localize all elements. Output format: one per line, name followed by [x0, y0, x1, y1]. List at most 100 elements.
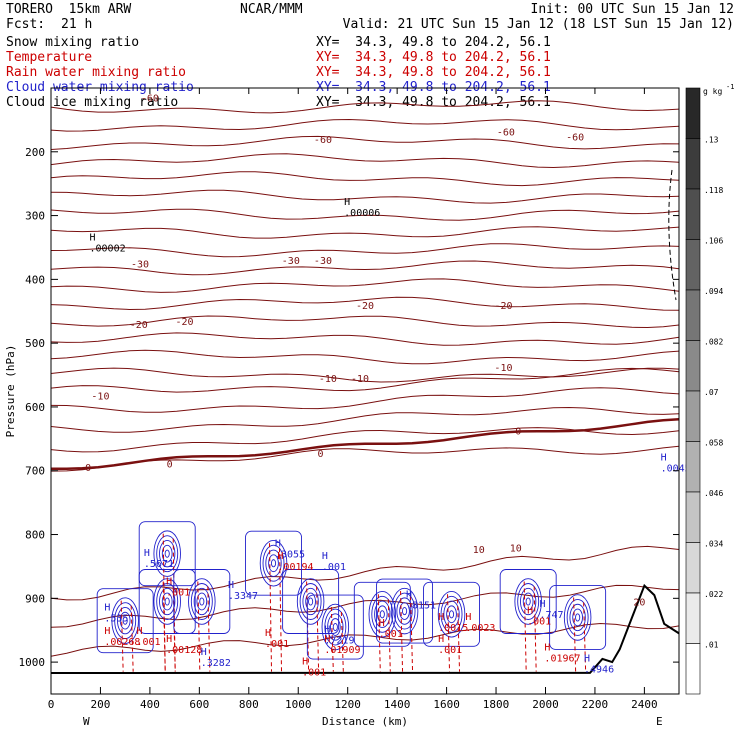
cloud-water-contour	[299, 583, 322, 620]
extremum-marker: H	[166, 577, 172, 588]
cloud-water-contour	[353, 581, 411, 647]
cloud-water-contour	[156, 583, 179, 620]
extremum-value: .7219	[324, 636, 354, 647]
cloud-water-contour	[196, 592, 208, 611]
extremum-marker: H	[136, 626, 142, 637]
rain-water-contour	[387, 599, 391, 672]
y-tick-label: 600	[25, 401, 45, 414]
x-tick-label: 1400	[384, 698, 411, 711]
cloud-water-contour	[159, 540, 176, 568]
colorbar-tick-label: .13	[704, 136, 719, 145]
temperature-contour-label: 20	[633, 598, 645, 609]
field-name-4: Cloud ice mixing ratio	[6, 95, 179, 110]
temperature-contour-line	[50, 367, 680, 393]
temperature-contour-label: 10	[473, 545, 485, 556]
extremum-marker: H	[166, 634, 172, 645]
rain-water-contour	[330, 607, 334, 672]
model-title: TORERO 15km ARW	[6, 2, 132, 17]
colorbar-swatch	[685, 441, 701, 493]
cloud-water-contour	[324, 608, 347, 646]
y-tick-label: 900	[25, 592, 45, 605]
temperature-contour-line	[50, 260, 680, 276]
cloud-water-contour	[153, 530, 181, 577]
cloud-water-contour	[525, 597, 531, 606]
extremum-value: .5671	[144, 559, 174, 570]
temperature-contour-line	[50, 226, 680, 239]
rain-water-contour	[316, 586, 320, 672]
colorbar-swatch	[685, 592, 701, 644]
cloud-water-contour	[308, 597, 314, 606]
y-axis-label: Pressure (hPa)	[4, 345, 17, 438]
temperature-contour-line	[50, 100, 680, 114]
temperature-contour-line	[50, 545, 680, 601]
temperature-contour-line	[50, 367, 680, 383]
cloud-water-contour	[572, 608, 583, 627]
temperature-contour-line	[50, 296, 680, 311]
extremum-value: .001	[166, 588, 190, 599]
cloud-water-contour	[393, 592, 416, 630]
colorbar-tick-label: .022	[704, 590, 723, 599]
temperature-contour-line	[50, 135, 680, 150]
extremum-marker: H	[302, 656, 308, 667]
forecast-hours: 21 h	[61, 17, 93, 32]
colorbar-swatch	[685, 491, 701, 543]
temperature-contour-label: -10	[91, 391, 109, 402]
cloud-water-contour	[575, 613, 581, 622]
cloud-water-contour	[159, 587, 176, 616]
cloud-water-contour	[399, 602, 410, 620]
y-tick-label: 1000	[19, 656, 46, 669]
y-tick-label: 800	[25, 529, 45, 542]
colorbar-swatch	[685, 340, 701, 392]
rain-water-contour	[523, 581, 527, 672]
cloud-water-contour	[402, 607, 408, 616]
colorbar-swatch	[685, 643, 701, 695]
cloud-water-contour	[96, 588, 154, 654]
cloud-water-contour	[199, 597, 205, 606]
cloud-water-contour	[371, 595, 394, 633]
cloud-water-contour	[520, 587, 537, 616]
colorbar-tick-label: .07	[704, 388, 719, 397]
extremum-value: .8151	[406, 601, 436, 612]
colorbar-unit-exponent: -1	[726, 83, 734, 91]
temperature-contour-label: 0	[515, 427, 521, 438]
colorbar-swatch	[685, 138, 701, 190]
x-tick-label: 1800	[483, 698, 510, 711]
y-tick-label: 500	[25, 337, 45, 350]
cloud-ice-contour	[668, 169, 677, 301]
temperature-contour-line	[50, 171, 680, 187]
colorbar-tick-label: .118	[704, 186, 723, 195]
cloud-water-contour	[499, 569, 557, 634]
extremum-marker: H	[584, 653, 590, 664]
colorbar-tick-label: .106	[704, 237, 723, 246]
extremum-value: .00128	[166, 645, 202, 656]
rain-water-contour	[377, 594, 381, 672]
colorbar-swatch	[685, 87, 701, 139]
cloud-water-contour	[190, 583, 213, 620]
cloud-water-contour	[122, 616, 128, 625]
x-tick-label: 600	[189, 698, 209, 711]
temperature-contour-line	[50, 278, 680, 293]
cloud-water-contour	[423, 581, 480, 647]
temperature-contour-label: -60	[497, 127, 515, 138]
colorbar-tick-label: .082	[704, 338, 723, 347]
cloud-water-contour	[111, 597, 139, 644]
cloud-water-contour	[306, 594, 364, 660]
cloud-water-contour	[259, 539, 288, 587]
y-tick-label: 700	[25, 465, 45, 478]
x-tick-label: 0	[48, 698, 55, 711]
temperature-contour-line	[50, 315, 680, 329]
rain-water-contour	[447, 594, 451, 672]
cloud-water-contour	[374, 600, 391, 628]
extremum-value: .001	[379, 629, 403, 640]
extremum-value: .001	[302, 667, 326, 678]
cloud-water-contour	[563, 594, 592, 641]
extremum-value: .3055	[275, 549, 305, 560]
init-time: Init: 00 UTC Sun 15 Jan 12	[530, 2, 735, 17]
extremum-marker: H	[277, 551, 283, 562]
extremum-value: .3347	[228, 591, 258, 602]
extremum-marker: H	[406, 590, 412, 601]
temperature-contour-label: -20	[356, 301, 374, 312]
temperature-contour-line	[50, 349, 680, 365]
rain-water-contour	[340, 612, 344, 672]
